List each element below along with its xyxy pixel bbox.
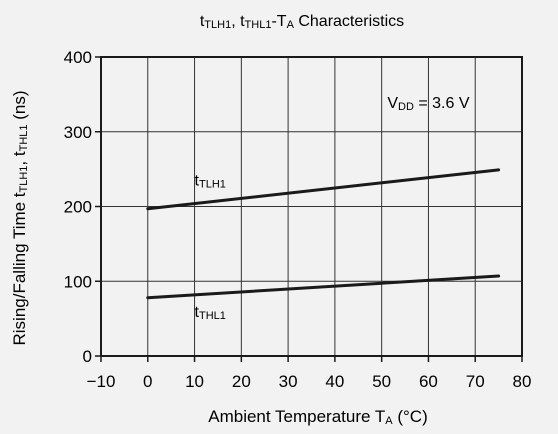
x-tick-label: 80 [513,372,532,391]
x-tick-label: 50 [372,372,391,391]
axis-ticks: −10 0 10 20 30 40 50 60 70 80 0 100 200 300 400 [64,48,532,391]
x-tick-label: 0 [143,372,152,391]
y-tick-label: 200 [64,198,92,217]
y-tick-label: 0 [83,347,92,366]
vdd-annotation: VDD = 3.6 V [387,95,469,113]
x-tick-label: 10 [185,372,204,391]
y-tick-label: 100 [64,272,92,291]
x-tick-label: −10 [87,372,116,391]
x-tick-label: 70 [466,372,485,391]
chart-title: tTLH1, tTHL1-TA Characteristics [200,13,404,31]
y-axis-label: Rising/Falling Time tTLH1, tTHL1 (ns) [10,90,30,345]
y-tick-label: 400 [64,48,92,67]
x-tick-label: 40 [325,372,344,391]
series-line-2 [146,274,501,300]
x-tick-label: 30 [279,372,298,391]
series-label-2: tTHL1 [195,304,226,322]
grid-lines [101,57,522,356]
x-axis-label: Ambient Temperature TA (°C) [208,407,427,427]
series-label-1: tTLH1 [195,173,226,191]
data-series: tTLH1 tTHL1 [146,168,501,322]
x-tick-label: 60 [419,372,438,391]
x-tick-label: 20 [232,372,251,391]
series-line-1 [146,168,501,211]
y-tick-label: 300 [64,123,92,142]
